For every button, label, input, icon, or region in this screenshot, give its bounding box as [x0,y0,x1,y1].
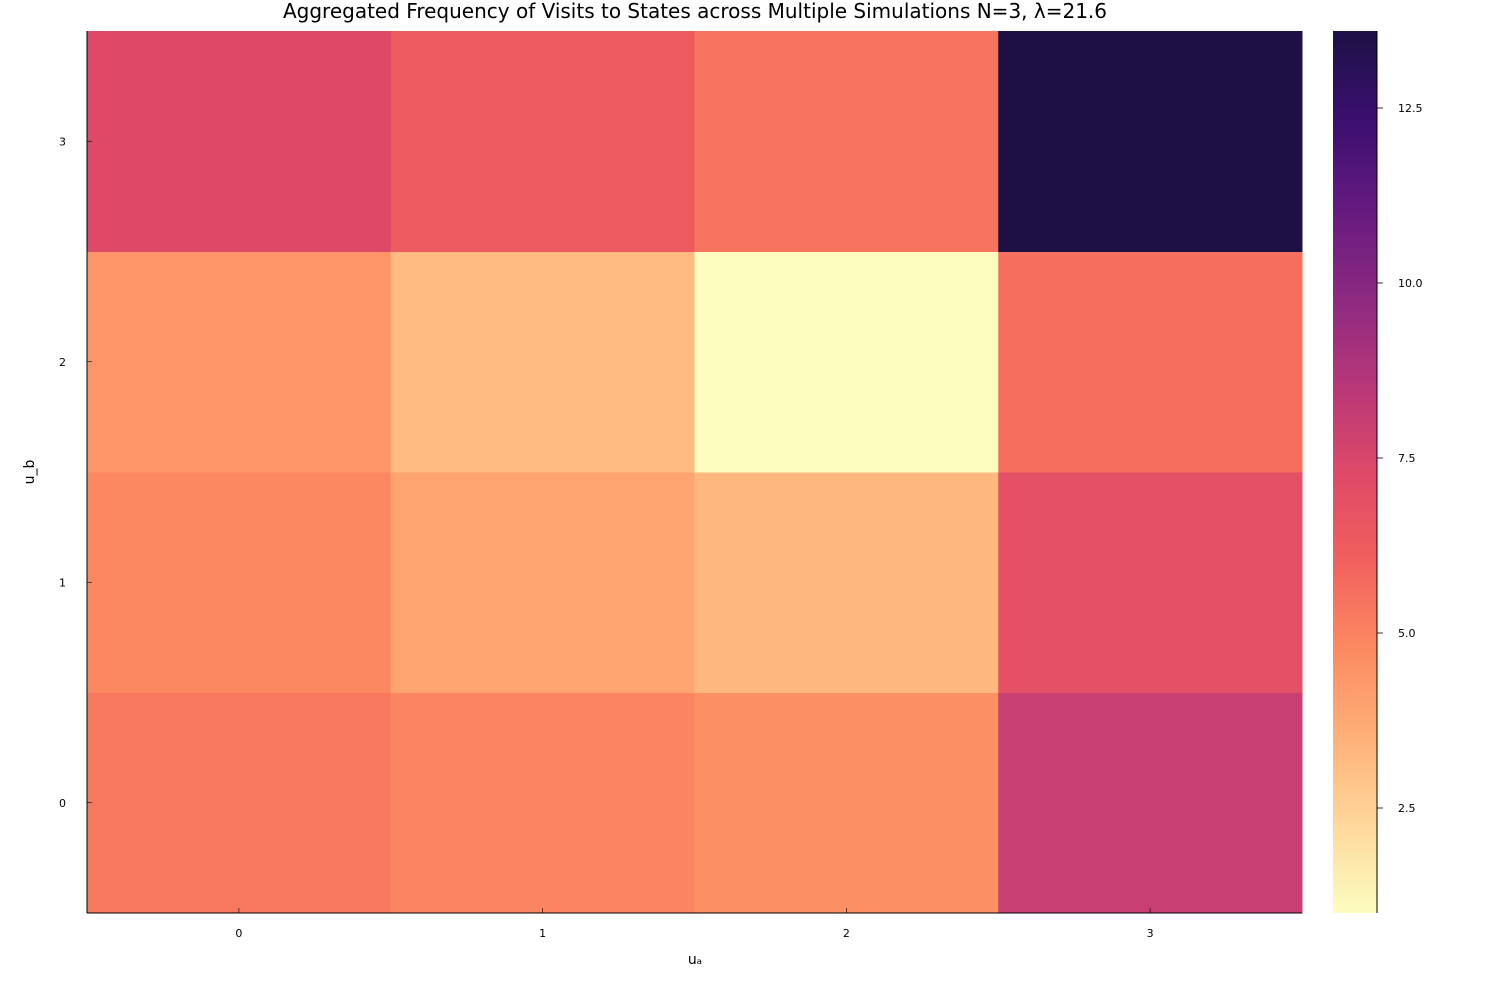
colorbar-gradient [1333,31,1377,913]
colorbar-tick-label: 10.0 [1398,277,1423,290]
heatmap-cell [390,251,695,473]
heatmap-cell [390,472,695,693]
colorbar-tick-label: 5.0 [1398,627,1416,640]
colorbar-tick-label: 12.5 [1398,102,1423,115]
heatmap-cell [694,251,999,473]
y-axis-label: u_b [22,460,38,485]
y-tick-label: 1 [59,576,66,589]
x-tick-label: 1 [539,927,546,940]
heatmap-cell [390,31,695,252]
y-tick-label: 0 [59,797,66,810]
heatmap-cells [87,31,1303,914]
heatmap-cell [694,472,999,693]
colorbar-ticks: 2.5 5.0 7.5 10.0 12.5 [1377,102,1423,815]
x-tick-labels: 0 1 2 3 [235,908,1154,940]
x-axis-label: uₐ [688,952,702,968]
heatmap-cell [694,692,999,914]
colorbar-tick-label: 2.5 [1398,802,1416,815]
colorbar-tick-label: 7.5 [1398,452,1416,465]
plot-axes [86,31,1302,914]
x-tick-label: 3 [1147,927,1154,940]
x-tick-label: 0 [235,927,242,940]
chart-title: Aggregated Frequency of Visits to States… [283,0,1107,23]
heatmap-cell [998,472,1303,693]
heatmap-cell [998,692,1303,914]
heatmap-cell [390,692,695,914]
y-tick-label: 3 [59,135,66,148]
heatmap-cell [87,251,392,473]
heatmap-cell [87,472,392,693]
y-tick-label: 2 [59,356,66,369]
colorbar: 2.5 5.0 7.5 10.0 12.5 [1333,31,1423,913]
heatmap-cell [998,31,1303,252]
heatmap-cell [694,31,999,252]
heatmap-cell [998,251,1303,473]
heatmap-cell [87,692,392,914]
y-tick-labels: 0 1 2 3 [59,135,92,810]
heatmap-cell [87,31,392,252]
x-tick-label: 2 [843,927,850,940]
